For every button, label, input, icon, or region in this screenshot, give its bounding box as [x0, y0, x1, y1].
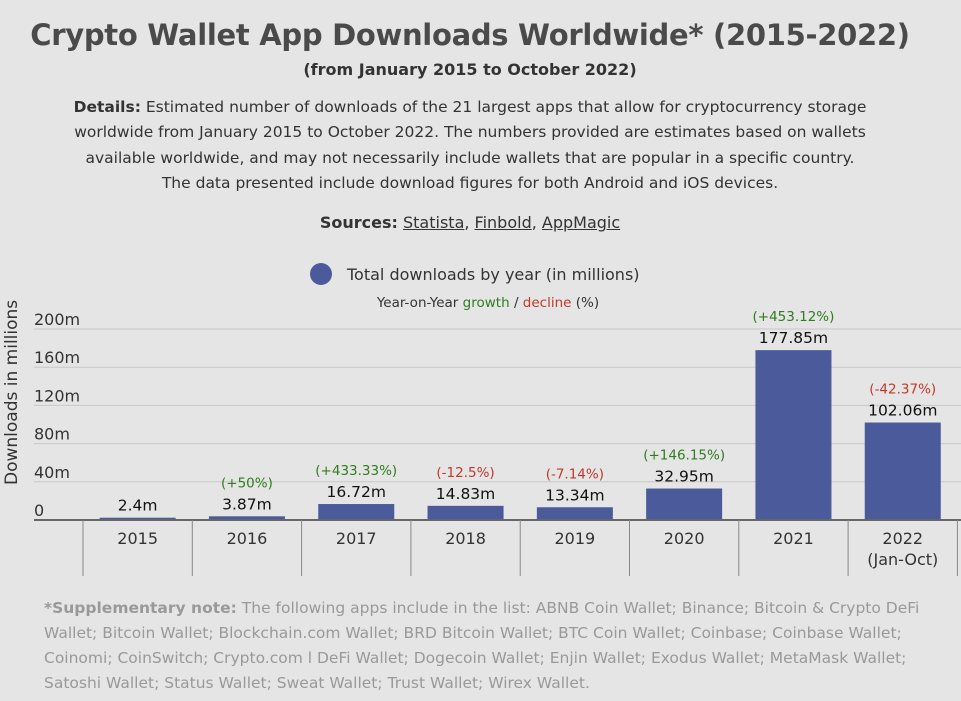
yoy-change-label: (+146.15%): [643, 448, 725, 464]
details-paragraph: Details: Estimated number of downloads o…: [70, 95, 870, 196]
bar: [864, 422, 941, 520]
y-tick-label: 120m: [34, 386, 80, 405]
y-tick-label: 200m: [34, 310, 80, 329]
source-link-statista[interactable]: Statista: [403, 213, 465, 232]
yoy-change-label: (+433.33%): [315, 463, 397, 479]
bar-value-label: 32.95m: [654, 468, 713, 486]
source-link-finbold[interactable]: Finbold: [474, 213, 532, 232]
x-tick-label: 2017: [336, 529, 377, 548]
bar-value-label: 14.83m: [436, 485, 495, 503]
bar-value-label: 102.06m: [868, 402, 937, 420]
note-label: *Supplementary note:: [44, 599, 237, 617]
source-link-appmagic[interactable]: AppMagic: [541, 213, 621, 232]
yoy-separator: /: [513, 295, 519, 311]
bar-value-label: 3.87m: [222, 495, 272, 513]
chart-legend: Total downloads by year (in millions): [310, 262, 640, 286]
yoy-growth-label: growth: [462, 295, 510, 311]
details-label: Details:: [73, 98, 141, 116]
sources-label: Sources:: [319, 213, 398, 232]
y-tick-label: 80m: [34, 425, 70, 444]
y-tick-label: 0: [34, 501, 44, 520]
bar-value-label: 16.72m: [327, 483, 386, 501]
y-tick-label: 40m: [34, 463, 70, 482]
bar: [99, 517, 176, 520]
yoy-change-label: (+453.12%): [752, 309, 834, 325]
details-text: Estimated number of downloads of the 21 …: [74, 98, 867, 192]
yoy-change-label: (-42.37%): [869, 382, 936, 398]
bar: [646, 488, 723, 520]
yoy-suffix: (%): [575, 295, 600, 311]
supplementary-note: *Supplementary note: The following apps …: [44, 596, 924, 696]
x-tick-label: 2015: [117, 529, 158, 548]
yoy-change-label: (-12.5%): [436, 465, 494, 481]
x-tick-label: 2022: [882, 529, 923, 548]
yoy-change-label: (+50%): [221, 475, 273, 491]
yoy-prefix: Year-on-Year: [376, 295, 459, 311]
bar-value-label: 13.34m: [545, 486, 604, 504]
bar: [208, 516, 285, 520]
bar-value-label: 2.4m: [118, 497, 158, 515]
bar: [536, 507, 613, 520]
chart-subtitle: (from January 2015 to October 2022): [303, 60, 637, 79]
x-tick-label: 2016: [227, 529, 268, 548]
x-tick-label: 2021: [773, 529, 814, 548]
legend-swatch-icon: [310, 263, 332, 285]
yoy-legend: Year-on-Year growth / decline (%): [0, 295, 961, 311]
bar-chart: 0 40m 80m 120m 160m 200m 2.4m 3.87m (+50%) 16.72m…: [34, 309, 961, 576]
bar: [318, 504, 395, 520]
legend-label: Total downloads by year (in millions): [347, 264, 640, 284]
sources-line: Sources: Statista, Finbold, AppMagic: [319, 213, 621, 232]
y-tick-label: 160m: [34, 348, 80, 367]
yoy-decline-label: decline: [522, 295, 572, 311]
yoy-change-label: (-7.14%): [546, 466, 604, 482]
bar: [755, 350, 832, 520]
x-tick-label: 2019: [554, 529, 595, 548]
note-text: The following apps include in the list: …: [44, 599, 920, 692]
chart-title: Crypto Wallet App Downloads Worldwide* (…: [30, 18, 910, 52]
x-tick-sublabel: (Jan-Oct): [867, 550, 938, 569]
x-tick-label: 2018: [445, 529, 486, 548]
bar-value-label: 177.85m: [759, 329, 828, 347]
bar: [427, 505, 504, 520]
x-tick-label: 2020: [664, 529, 705, 548]
